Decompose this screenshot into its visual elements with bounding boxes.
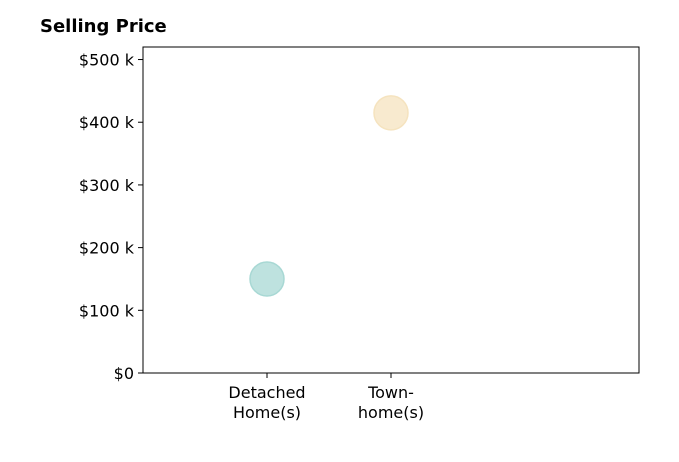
y-tick-label: $500 k [79, 51, 135, 70]
data-point [373, 95, 409, 131]
x-tick-label: Detached [228, 383, 305, 402]
y-tick-label: $100 k [79, 301, 135, 320]
x-tick-label: home(s) [358, 403, 424, 422]
chart-title: Selling Price [40, 16, 167, 37]
x-tick-label: Home(s) [233, 403, 301, 422]
x-tick-label: Town- [367, 383, 414, 402]
y-tick-label: $300 k [79, 176, 135, 195]
plot-area-frame [142, 46, 640, 374]
y-tick-label: $400 k [79, 113, 135, 132]
y-tick-label: $0 [114, 364, 134, 383]
data-point [249, 261, 285, 297]
y-tick-label: $200 k [79, 239, 135, 258]
data-points [249, 95, 409, 297]
y-axis: $0 $100 k $200 k $300 k $400 k $500 k [79, 51, 143, 383]
